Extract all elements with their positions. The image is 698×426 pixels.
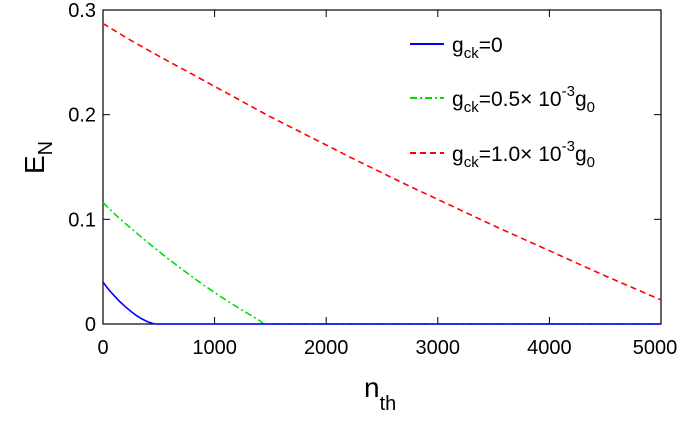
y-axis-title-sub: N [35,141,57,155]
y-tick-label: 0 [85,314,96,336]
legend-label-s0: gck=0 [452,34,503,62]
legend-label-s2: gck=1.0× 10-3g0 [452,138,595,171]
legend-label-s1: gck=0.5× 10-3g0 [452,83,595,116]
x-tick-label: 2000 [304,337,349,359]
x-axis-title-sub: th [380,393,397,415]
x-axis-title-main: n [364,372,380,403]
x-tick-label: 4000 [527,337,572,359]
x-axis-ticks: 0 1000 2000 3000 4000 5000 [97,10,677,359]
y-axis-ticks: 0 0.1 0.2 0.3 [68,0,661,336]
y-tick-label: 0.3 [68,0,96,22]
plot-frame [102,9,662,325]
x-tick-label: 5000 [633,337,678,359]
series-line-s2 [102,22,662,301]
x-tick-label: 3000 [416,337,461,359]
y-axis-title-main: E [19,155,50,174]
series-line-s0 [102,281,661,325]
x-tick-label: 0 [97,337,108,359]
x-tick-label: 1000 [192,337,237,359]
x-axis-title: nth [364,372,396,415]
legend-entry-gck-0.5: gck=0.5× 10-3g0 [410,83,595,116]
y-axis-title: EN [19,141,57,174]
y-tick-label: 0.2 [68,105,96,127]
y-tick-label: 0.1 [68,209,96,231]
legend-entry-gck-1.0: gck=1.0× 10-3g0 [410,138,595,171]
series-lines [102,22,662,325]
legend: gck=0 gck=0.5× 10-3g0 gck=1.0× 10-3g0 [410,34,595,171]
legend-entry-gck-0: gck=0 [410,34,503,62]
